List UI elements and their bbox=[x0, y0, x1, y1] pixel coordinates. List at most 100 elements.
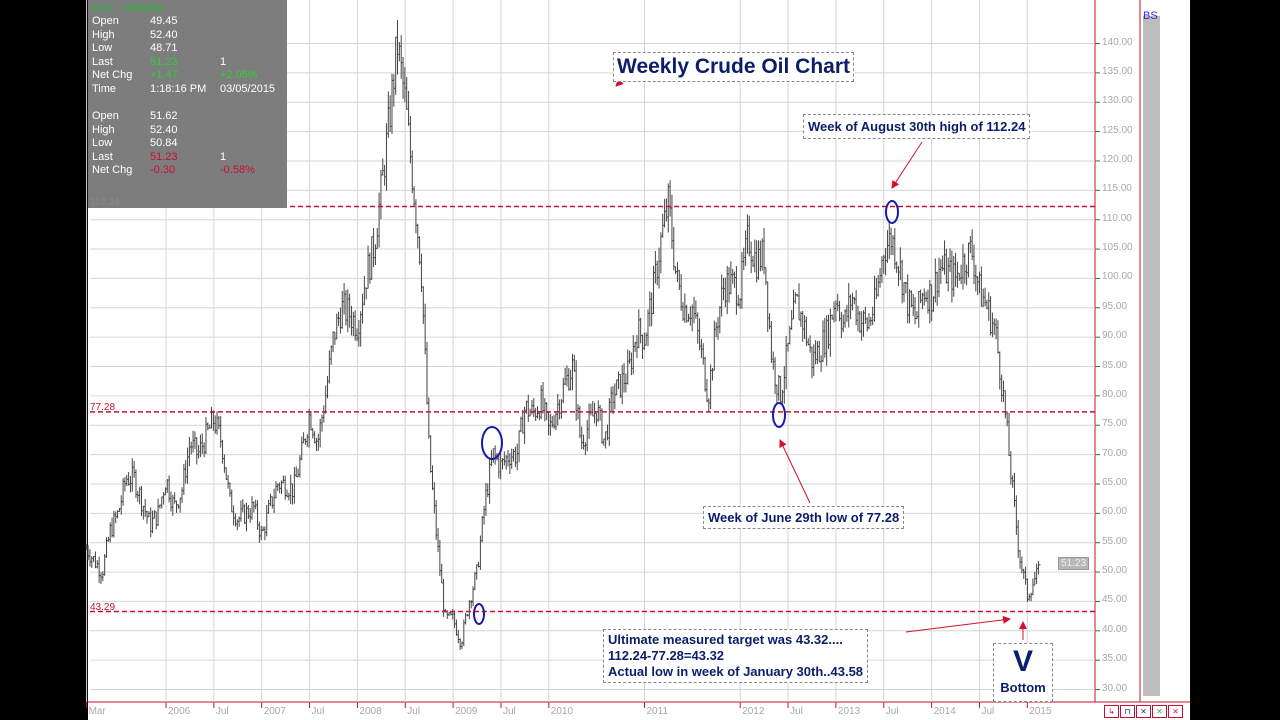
quote-row: High 52.40 bbox=[92, 124, 282, 137]
y-tick-label: 65.00 bbox=[1102, 476, 1128, 488]
y-tick-label: 120.00 bbox=[1102, 153, 1133, 165]
circle-marker bbox=[473, 603, 485, 625]
x-tick-label: Jul bbox=[885, 706, 899, 717]
quote-value: 51.23 bbox=[150, 55, 178, 68]
quote-value: 49.45 bbox=[150, 15, 178, 27]
x-tick-label: Jul bbox=[502, 706, 516, 717]
quote-value: 52.40 bbox=[150, 28, 178, 41]
toolbar-button[interactable]: ⨯ bbox=[1168, 705, 1183, 718]
x-tick-label: Jul bbox=[790, 706, 803, 717]
x-tick-label: Jul bbox=[215, 706, 229, 717]
y-tick-label: 40.00 bbox=[1102, 623, 1128, 635]
quote-extra: 03/05/2015 bbox=[220, 83, 276, 95]
y-tick-label: 105.00 bbox=[1102, 242, 1133, 254]
quote-value: 52.40 bbox=[150, 123, 178, 136]
toolbar-button[interactable]: ⨯ bbox=[1152, 705, 1167, 718]
quote-label: Low bbox=[92, 137, 113, 150]
annotation-target: Ultimate measured target was 43.32.... 1… bbox=[603, 629, 869, 683]
y-tick-label: 60.00 bbox=[1102, 506, 1128, 518]
x-tick-label: Jul bbox=[407, 706, 421, 717]
bottom-label: Bottom bbox=[1000, 680, 1046, 695]
target-line-2: 112.24-77.28=43.32 bbox=[608, 648, 725, 663]
quote-label: Open bbox=[92, 110, 119, 122]
quote-label: Time bbox=[92, 83, 117, 95]
last-price-tag: 51.23 bbox=[1058, 557, 1090, 570]
y-tick-label: 130.00 bbox=[1102, 95, 1133, 107]
quote-panel-title: CL1 ~ Weekly bbox=[92, 2, 164, 14]
circle-marker bbox=[481, 426, 503, 460]
right-column-label: BS bbox=[1143, 10, 1158, 22]
annotation-arrow bbox=[615, 78, 624, 87]
y-tick-label: 75.00 bbox=[1102, 418, 1128, 430]
x-tick-label: Mar bbox=[88, 706, 106, 717]
quote-extra: 1 bbox=[220, 55, 227, 68]
quote-value: -0.30 bbox=[150, 164, 176, 177]
level-label-112: 112.24 bbox=[90, 197, 120, 208]
y-tick-label: 95.00 bbox=[1102, 300, 1128, 312]
toolbar-button[interactable]: ⨯ bbox=[1136, 705, 1151, 718]
quote-extra: -0.58% bbox=[220, 164, 255, 177]
target-line-3: Actual low in week of January 30th..43.5… bbox=[608, 664, 864, 679]
y-tick-label: 70.00 bbox=[1102, 447, 1128, 459]
v-label: V bbox=[1012, 645, 1033, 678]
scroll-bar bbox=[1143, 16, 1160, 696]
x-tick-label: 2009 bbox=[455, 706, 478, 717]
x-tick-label: 2012 bbox=[742, 706, 765, 717]
circle-marker bbox=[885, 200, 899, 224]
quote-label: Last bbox=[92, 150, 113, 163]
chart-title: Weekly Crude Oil Chart bbox=[613, 52, 855, 82]
quote-extra: +2.05% bbox=[220, 69, 258, 82]
annotation-low: Week of June 29th low of 77.28 bbox=[703, 506, 905, 529]
annotation-arrow bbox=[905, 615, 1011, 633]
y-tick-label: 115.00 bbox=[1102, 183, 1132, 195]
quote-row: Open 51.62 bbox=[92, 110, 282, 123]
x-tick-label: 2013 bbox=[837, 706, 861, 717]
annotation-arrow bbox=[779, 439, 811, 504]
circle-marker bbox=[772, 402, 786, 428]
quote-row: Net Chg +1.47 +2.05% bbox=[92, 69, 282, 82]
quote-label: Net Chg bbox=[92, 164, 133, 177]
y-tick-label: 35.00 bbox=[1102, 653, 1128, 665]
quote-label: High bbox=[92, 123, 115, 136]
toolbar-button[interactable]: ↳ bbox=[1104, 705, 1119, 718]
quote-row: Time 1:18:16 PM 03/05/2015 bbox=[92, 83, 282, 96]
quote-row: High 52.40 bbox=[92, 29, 282, 42]
quote-row: Low 48.71 bbox=[92, 42, 282, 55]
level-label-77: 77.28 bbox=[90, 402, 116, 413]
x-tick-label: 2014 bbox=[933, 706, 956, 717]
x-tick-label: 2015 bbox=[1029, 706, 1052, 717]
annotation-high: Week of August 30th high of 112.24 bbox=[803, 114, 1031, 139]
quote-value: 1:18:16 PM bbox=[150, 83, 207, 95]
quote-label: Net Chg bbox=[92, 69, 133, 82]
quote-row: Last 51.23 1 bbox=[92, 56, 282, 69]
annotation-v-bottom: V Bottom bbox=[993, 643, 1053, 702]
quote-label: High bbox=[92, 28, 115, 41]
y-tick-label: 85.00 bbox=[1102, 359, 1128, 371]
quote-value: 51.62 bbox=[150, 110, 178, 122]
quote-value: +1.47 bbox=[150, 69, 178, 82]
y-tick-label: 100.00 bbox=[1102, 271, 1133, 283]
y-tick-label: 55.00 bbox=[1102, 535, 1128, 547]
toolbar-button[interactable]: ⊓ bbox=[1120, 705, 1135, 718]
y-tick-label: 45.00 bbox=[1102, 594, 1128, 606]
x-tick-label: 2010 bbox=[550, 706, 574, 717]
quote-label: Low bbox=[92, 42, 113, 55]
y-tick-label: 30.00 bbox=[1102, 682, 1128, 694]
y-tick-label: 140.00 bbox=[1102, 36, 1133, 48]
quote-row: Low 50.84 bbox=[92, 137, 282, 150]
quote-value: 48.71 bbox=[150, 42, 178, 55]
quote-row: Last 51.23 1 bbox=[92, 151, 282, 164]
y-tick-label: 80.00 bbox=[1102, 388, 1128, 400]
y-tick-label: 110.00 bbox=[1102, 212, 1132, 224]
quote-panel: CL1 ~ Weekly Open 49.45 High 52.40 Low 48.71 L… bbox=[88, 0, 287, 208]
quote-extra: 1 bbox=[220, 150, 227, 163]
x-tick-label: Jul bbox=[981, 706, 995, 717]
quote-value: 51.23 bbox=[150, 150, 178, 163]
x-tick-label: 2007 bbox=[263, 706, 286, 717]
x-tick-label: 2008 bbox=[359, 706, 382, 717]
x-tick-label: 2006 bbox=[168, 706, 191, 717]
quote-label: Last bbox=[92, 55, 113, 68]
y-tick-label: 50.00 bbox=[1102, 565, 1128, 577]
quote-label: Open bbox=[92, 15, 119, 27]
